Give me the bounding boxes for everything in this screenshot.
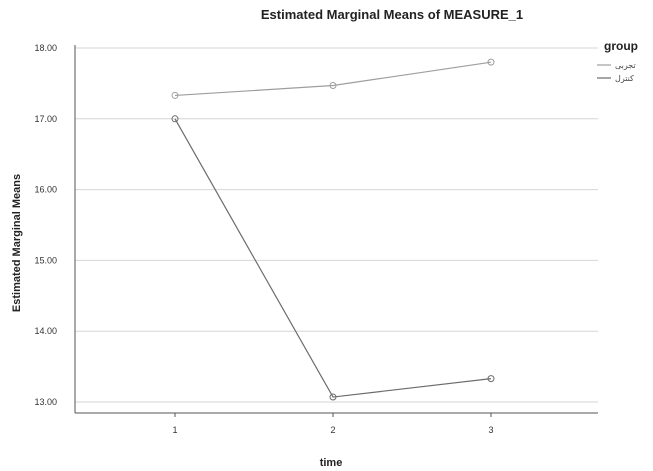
data-point [487, 375, 495, 383]
y-tick-label: 13.00 [34, 397, 57, 407]
legend-label: کنترل [615, 74, 634, 83]
y-tick-label: 17.00 [34, 114, 57, 124]
data-point [171, 91, 179, 99]
plot-area: 13.00 14.00 15.00 16.00 17.00 18.00 1 2 3 تجربی کن… [34, 43, 635, 435]
data-point [329, 393, 337, 401]
data-point [171, 115, 179, 123]
x-tick-label: 3 [488, 425, 493, 435]
data-point [329, 82, 337, 90]
y-tick-label: 15.00 [34, 255, 57, 265]
legend-title: group [604, 39, 638, 53]
data-point [487, 58, 495, 66]
x-tick-label: 2 [330, 425, 335, 435]
x-axis-label: time [320, 457, 343, 469]
y-tick-label: 16.00 [34, 185, 57, 195]
series-line [174, 61, 492, 97]
chart-title: Estimated Marginal Means of MEASURE_1 [261, 7, 523, 22]
y-tick-label: 18.00 [34, 43, 57, 53]
x-tick-label: 1 [172, 425, 177, 435]
legend-label: تجربی [615, 61, 636, 70]
y-tick-label: 14.00 [34, 326, 57, 336]
y-axis-label: Estimated Marginal Means [11, 174, 23, 312]
series-line [174, 118, 492, 398]
